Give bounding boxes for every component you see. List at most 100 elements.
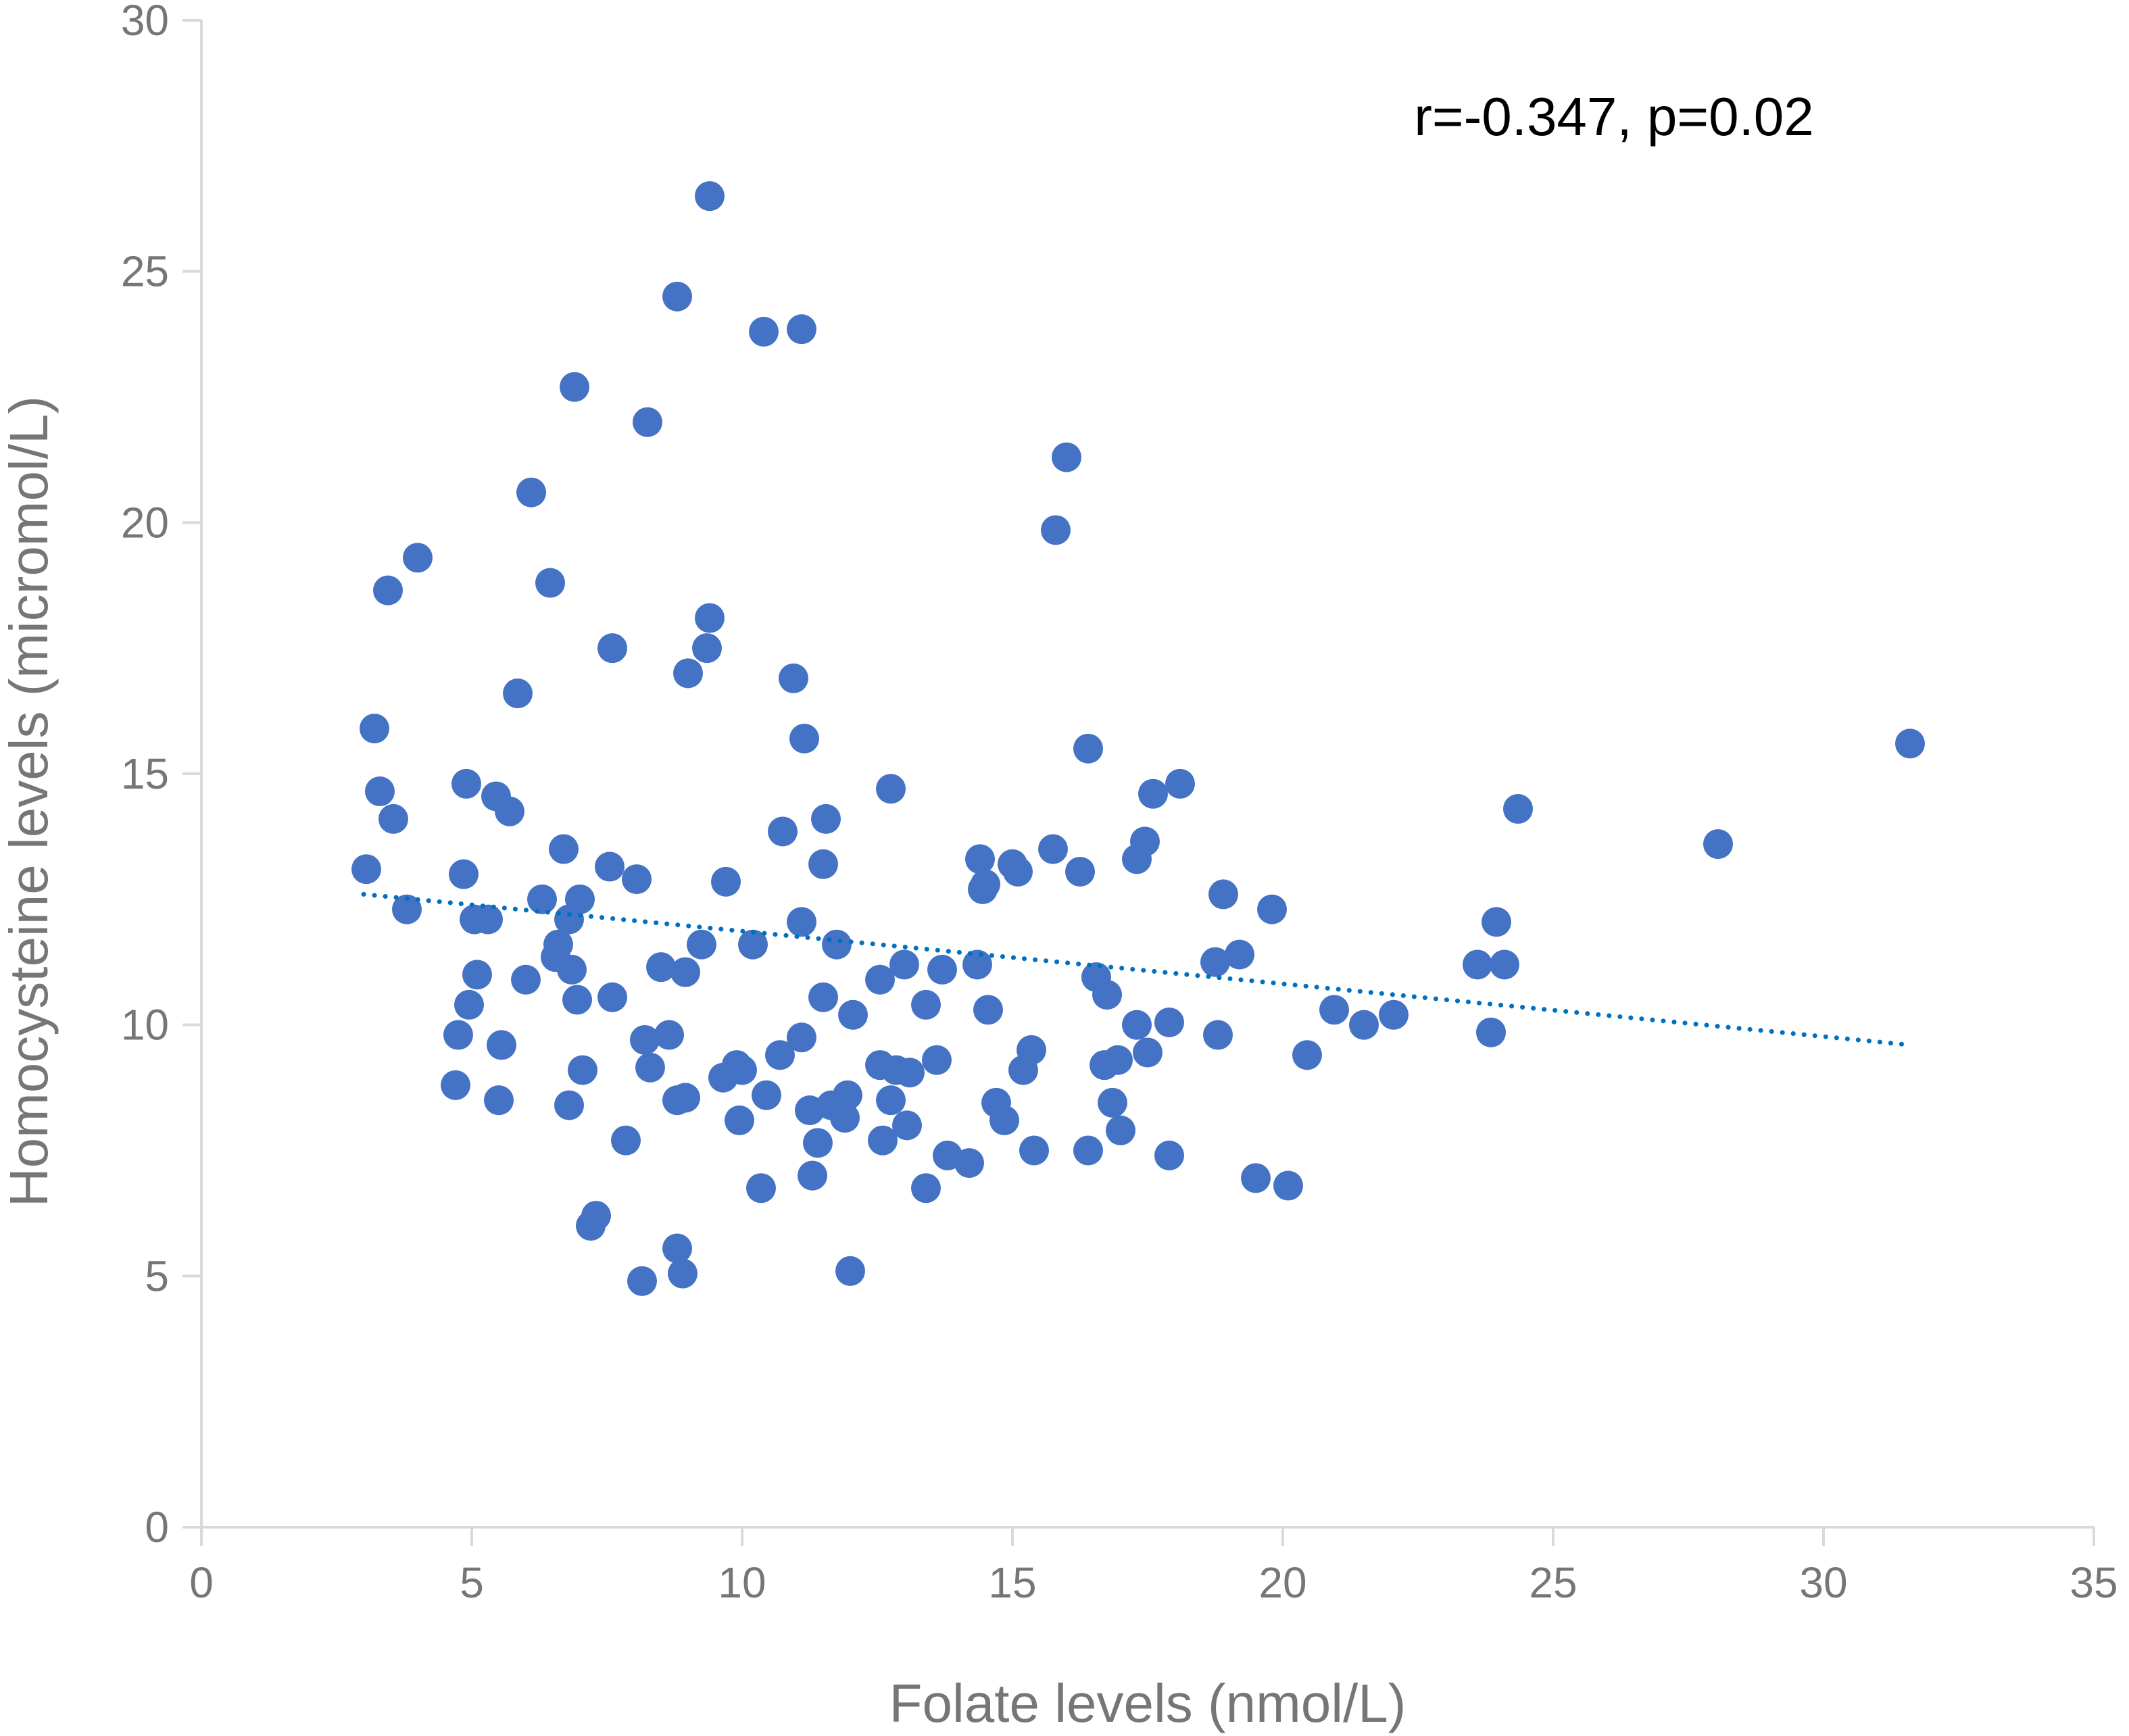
data-point: [1895, 728, 1925, 759]
data-point: [673, 658, 703, 689]
data-point: [1122, 1010, 1152, 1040]
data-point: [876, 1085, 906, 1116]
data-point: [484, 1085, 514, 1116]
data-point: [1165, 768, 1195, 799]
data-point: [1257, 894, 1287, 924]
data-point: [495, 796, 524, 826]
data-point: [1065, 856, 1095, 887]
data-point: [462, 960, 492, 990]
data-point: [989, 1105, 1019, 1135]
x-tick-label: 15: [988, 1558, 1036, 1607]
data-point: [378, 803, 408, 834]
data-point: [798, 1160, 827, 1191]
data-point: [895, 1058, 925, 1088]
y-axis-ticks: 0 5 10 15 20 25 30: [121, 0, 201, 1552]
data-point: [622, 864, 652, 895]
data-point: [597, 982, 627, 1012]
data-point: [808, 982, 838, 1012]
data-point: [838, 999, 868, 1030]
data-point: [787, 314, 816, 345]
data-point: [1098, 1087, 1127, 1118]
x-tick-label: 20: [1258, 1558, 1306, 1607]
data-point: [581, 1201, 611, 1231]
y-tick-label: 0: [145, 1503, 169, 1552]
data-point: [1241, 1163, 1271, 1193]
data-point: [835, 1256, 865, 1286]
data-point: [911, 1173, 941, 1204]
data-point: [738, 929, 768, 960]
data-point: [662, 281, 692, 312]
data-point: [1154, 1140, 1184, 1170]
data-point: [549, 834, 579, 864]
y-tick-label: 10: [121, 1001, 169, 1049]
data-point: [971, 869, 1000, 899]
x-tick-label: 0: [189, 1558, 214, 1607]
data-point: [1503, 794, 1533, 824]
x-axis-title: Folate levels (nmol/L): [889, 1673, 1406, 1733]
data-point: [1463, 949, 1492, 980]
data-point: [711, 866, 741, 897]
data-point: [830, 1103, 860, 1133]
y-tick-label: 15: [121, 749, 169, 798]
x-tick-label: 25: [1529, 1558, 1577, 1607]
data-point: [922, 1045, 952, 1075]
data-point: [1490, 949, 1519, 980]
y-tick-label: 5: [145, 1251, 169, 1300]
x-tick-label: 30: [1799, 1558, 1847, 1607]
data-point: [749, 316, 779, 347]
data-point: [670, 957, 700, 987]
data-point: [646, 952, 676, 983]
data-point: [454, 989, 484, 1020]
data-point: [1273, 1170, 1303, 1201]
y-tick-label: 20: [121, 498, 169, 547]
data-point: [1154, 1007, 1184, 1037]
data-point: [1482, 907, 1511, 937]
data-point: [752, 1080, 781, 1110]
data-point: [725, 1105, 754, 1135]
data-point: [365, 776, 395, 807]
data-point: [746, 1173, 776, 1204]
data-point: [927, 954, 957, 985]
data-point: [687, 929, 716, 960]
data-point: [1038, 834, 1068, 864]
trendline: [361, 891, 1913, 1047]
data-point: [865, 964, 895, 995]
correlation-annotation: r=-0.347, p=0.02: [1414, 86, 1814, 147]
data-point: [611, 1125, 641, 1156]
data-point: [511, 964, 541, 995]
data-point: [1092, 980, 1122, 1010]
data-point: [441, 1070, 470, 1100]
x-axis-ticks: 0 5 10 15 20 25 30 35: [189, 1527, 2118, 1607]
x-tick-label: 5: [460, 1558, 484, 1607]
data-point: [876, 774, 906, 804]
x-tick-label: 35: [2070, 1558, 2118, 1607]
data-point: [565, 884, 595, 914]
data-point: [803, 1128, 833, 1158]
data-point: [954, 1148, 984, 1179]
data-point: [1225, 939, 1254, 970]
data-point: [560, 372, 589, 402]
data-point: [1019, 1135, 1049, 1166]
data-point: [965, 844, 995, 874]
data-point: [1041, 515, 1071, 545]
data-point: [962, 949, 992, 980]
data-point: [1703, 829, 1733, 860]
data-point: [568, 1055, 597, 1085]
data-point: [443, 1020, 473, 1050]
x-tick-label: 10: [718, 1558, 766, 1607]
data-point: [833, 1080, 862, 1110]
data-point: [1106, 1115, 1135, 1145]
data-point: [822, 929, 852, 960]
data-point: [627, 1266, 657, 1296]
data-point: [557, 954, 587, 985]
data-point: [630, 1024, 660, 1055]
data-point: [868, 1125, 898, 1156]
data-point: [811, 803, 841, 834]
data-point: [911, 989, 941, 1020]
data-point: [727, 1055, 757, 1085]
data-point: [1319, 995, 1349, 1025]
data-point: [1073, 733, 1103, 764]
data-point: [635, 1052, 665, 1083]
data-point: [562, 985, 592, 1015]
